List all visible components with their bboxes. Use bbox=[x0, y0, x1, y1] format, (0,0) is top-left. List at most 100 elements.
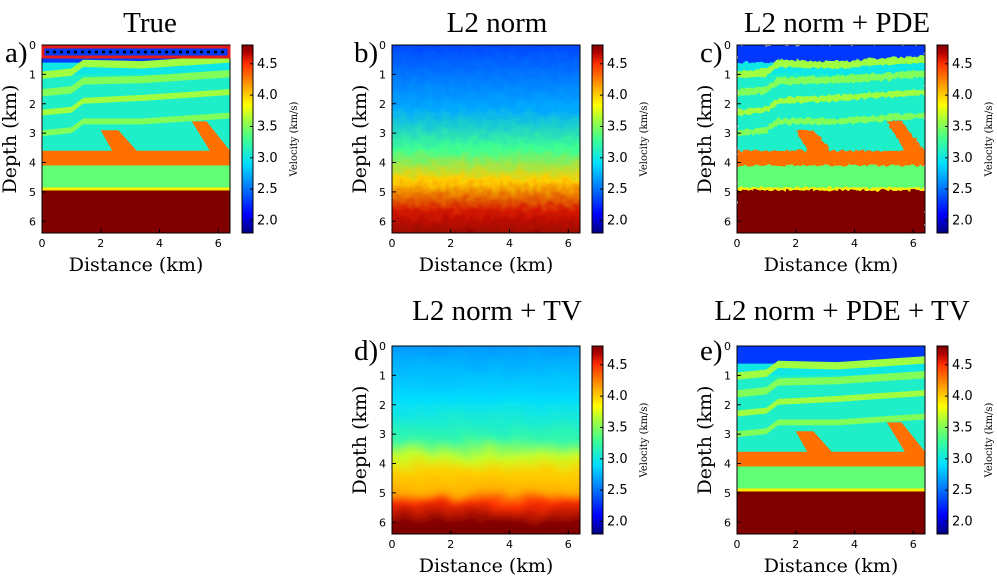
colorbar-tick-label: 2.5 bbox=[257, 182, 278, 197]
x-tick-label: 4 bbox=[851, 237, 858, 250]
y-axis-label: Depth (km) bbox=[349, 85, 371, 194]
x-axis-label: Distance (km) bbox=[419, 254, 554, 276]
colorbar-tick-label: 4.5 bbox=[952, 358, 973, 373]
y-tick-label: 0 bbox=[379, 39, 386, 52]
y-tick-label: 4 bbox=[379, 157, 386, 170]
colorbar bbox=[241, 44, 254, 234]
colorbar-tick-label: 4.0 bbox=[607, 389, 628, 404]
dipping-bed bbox=[737, 69, 925, 97]
y-tick-label: 2 bbox=[724, 98, 731, 111]
colorbar-tick-label: 4.5 bbox=[607, 57, 628, 72]
x-tick-label: 6 bbox=[910, 538, 917, 551]
fault-wedge bbox=[795, 130, 837, 157]
colorbar bbox=[936, 44, 949, 234]
x-tick-label: 0 bbox=[389, 538, 396, 551]
colorbar-tick-label: 2.0 bbox=[607, 514, 628, 529]
x-tick-label: 2 bbox=[792, 538, 799, 551]
dipping-bed bbox=[737, 356, 925, 380]
y-tick-label: 6 bbox=[29, 215, 36, 228]
panel-title: L2 norm + TV bbox=[412, 295, 582, 327]
colorbar-tick-label: 2.0 bbox=[257, 213, 278, 228]
x-tick-label: 4 bbox=[851, 538, 858, 551]
velocity-image bbox=[737, 45, 925, 233]
panel-label: e) bbox=[700, 335, 723, 367]
dipping-bed bbox=[737, 390, 925, 417]
dipping-bed bbox=[737, 55, 925, 79]
y-tick-label: 6 bbox=[379, 215, 386, 228]
y-tick-label: 4 bbox=[724, 458, 731, 471]
y-tick-label: 1 bbox=[379, 68, 386, 81]
x-tick-label: 0 bbox=[734, 237, 741, 250]
axes-frame bbox=[41, 44, 231, 234]
colorbar-tick-label: 3.0 bbox=[607, 452, 628, 467]
colorbar bbox=[591, 345, 604, 535]
y-tick-label: 3 bbox=[724, 428, 731, 441]
y-tick-label: 6 bbox=[724, 215, 731, 228]
x-tick-label: 2 bbox=[447, 237, 454, 250]
colorbar-tick-label: 4.5 bbox=[952, 57, 973, 72]
dipping-bed bbox=[42, 112, 230, 137]
model-layer bbox=[42, 188, 230, 233]
y-tick-label: 2 bbox=[29, 98, 36, 111]
x-tick-label: 4 bbox=[156, 237, 163, 250]
y-tick-label: 1 bbox=[724, 68, 731, 81]
colorbar-label: Velocity (km/s) bbox=[639, 101, 650, 177]
model-layer bbox=[737, 74, 925, 152]
smooth-field bbox=[392, 346, 580, 534]
panel-title: L2 norm bbox=[447, 7, 548, 39]
colorbar-tick-label: 3.0 bbox=[607, 151, 628, 166]
colorbar-tick-label: 3.5 bbox=[607, 119, 628, 134]
panel-title: L2 norm + PDE bbox=[744, 7, 930, 39]
panel-label: b) bbox=[354, 37, 378, 69]
colorbar-label: Velocity (km/s) bbox=[639, 402, 650, 478]
model-layer bbox=[42, 150, 230, 166]
panel-label: d) bbox=[354, 335, 378, 367]
y-tick-label: 0 bbox=[379, 340, 386, 353]
fault-wedge bbox=[886, 422, 925, 464]
fault-wedge bbox=[191, 121, 230, 163]
y-tick-label: 2 bbox=[379, 399, 386, 412]
colorbar-tick-label: 2.0 bbox=[952, 514, 973, 529]
model-layer bbox=[737, 375, 925, 453]
y-tick-label: 5 bbox=[379, 487, 386, 500]
colorbar-tick-label: 4.0 bbox=[257, 88, 278, 103]
y-tick-label: 4 bbox=[379, 458, 386, 471]
x-axis-label: Distance (km) bbox=[764, 555, 899, 577]
y-tick-label: 1 bbox=[724, 369, 731, 382]
y-tick-label: 1 bbox=[29, 68, 36, 81]
y-tick-label: 3 bbox=[29, 127, 36, 140]
x-tick-label: 6 bbox=[215, 237, 222, 250]
dipping-bed bbox=[737, 112, 925, 137]
colorbar-tick-label: 2.0 bbox=[952, 213, 973, 228]
y-tick-label: 6 bbox=[379, 516, 386, 529]
y-tick-label: 3 bbox=[724, 127, 731, 140]
thin-bed bbox=[737, 187, 925, 191]
colorbar-tick-label: 3.5 bbox=[952, 420, 973, 435]
panel-title: True bbox=[123, 7, 177, 39]
y-tick-label: 3 bbox=[379, 127, 386, 140]
y-tick-label: 3 bbox=[379, 428, 386, 441]
panel-label: c) bbox=[700, 37, 723, 69]
y-tick-label: 4 bbox=[29, 157, 36, 170]
colorbar-tick-label: 3.5 bbox=[952, 119, 973, 134]
y-tick-label: 6 bbox=[724, 516, 731, 529]
colorbar bbox=[936, 345, 949, 535]
y-tick-label: 4 bbox=[724, 157, 731, 170]
x-tick-label: 6 bbox=[565, 237, 572, 250]
colorbar-tick-label: 2.5 bbox=[952, 182, 973, 197]
colorbar-tick-label: 3.0 bbox=[952, 452, 973, 467]
x-tick-label: 0 bbox=[39, 237, 46, 250]
colorbar-label: Velocity (km/s) bbox=[984, 402, 995, 478]
x-tick-label: 2 bbox=[447, 538, 454, 551]
colorbar bbox=[591, 44, 604, 234]
axes-frame bbox=[391, 345, 581, 535]
colorbar-tick-label: 2.5 bbox=[607, 182, 628, 197]
x-tick-label: 6 bbox=[565, 538, 572, 551]
y-tick-label: 0 bbox=[724, 39, 731, 52]
colorbar-tick-label: 4.5 bbox=[607, 358, 628, 373]
noisy-field bbox=[392, 45, 580, 233]
